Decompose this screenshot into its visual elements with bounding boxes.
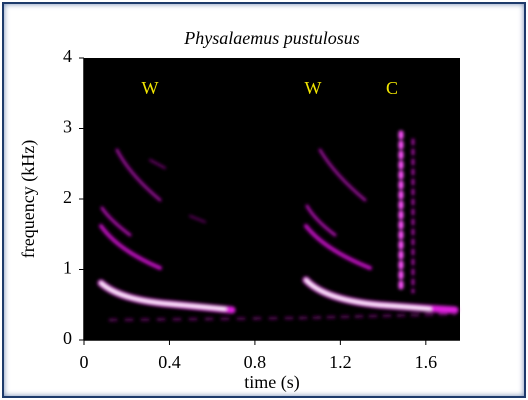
y-axis-label: frequency (kHz) [18, 140, 39, 258]
plot-area [84, 58, 460, 340]
x-tick-label: 1.6 [415, 352, 438, 372]
x-tick-label: 1.2 [329, 352, 352, 372]
x-tick-label: 0 [80, 352, 89, 372]
y-tick-label: 1 [63, 258, 72, 278]
y-tick-label: 3 [63, 117, 72, 137]
y-tick-label: 2 [63, 187, 72, 207]
x-tick-label: 0.4 [158, 352, 181, 372]
y-tick-label: 0 [63, 328, 72, 348]
x-tick-label: 0.8 [244, 352, 267, 372]
x-axis-label: time (s) [244, 372, 300, 393]
chart-title: Physalaemus pustulosus [183, 28, 360, 48]
spectrogram-traces [97, 130, 459, 322]
whistle [298, 148, 459, 320]
annotation: C [386, 78, 398, 98]
whistle [97, 148, 302, 322]
annotation: W [142, 78, 159, 98]
annotation: W [305, 78, 322, 98]
y-tick-label: 4 [63, 46, 72, 66]
chuck [398, 130, 415, 295]
